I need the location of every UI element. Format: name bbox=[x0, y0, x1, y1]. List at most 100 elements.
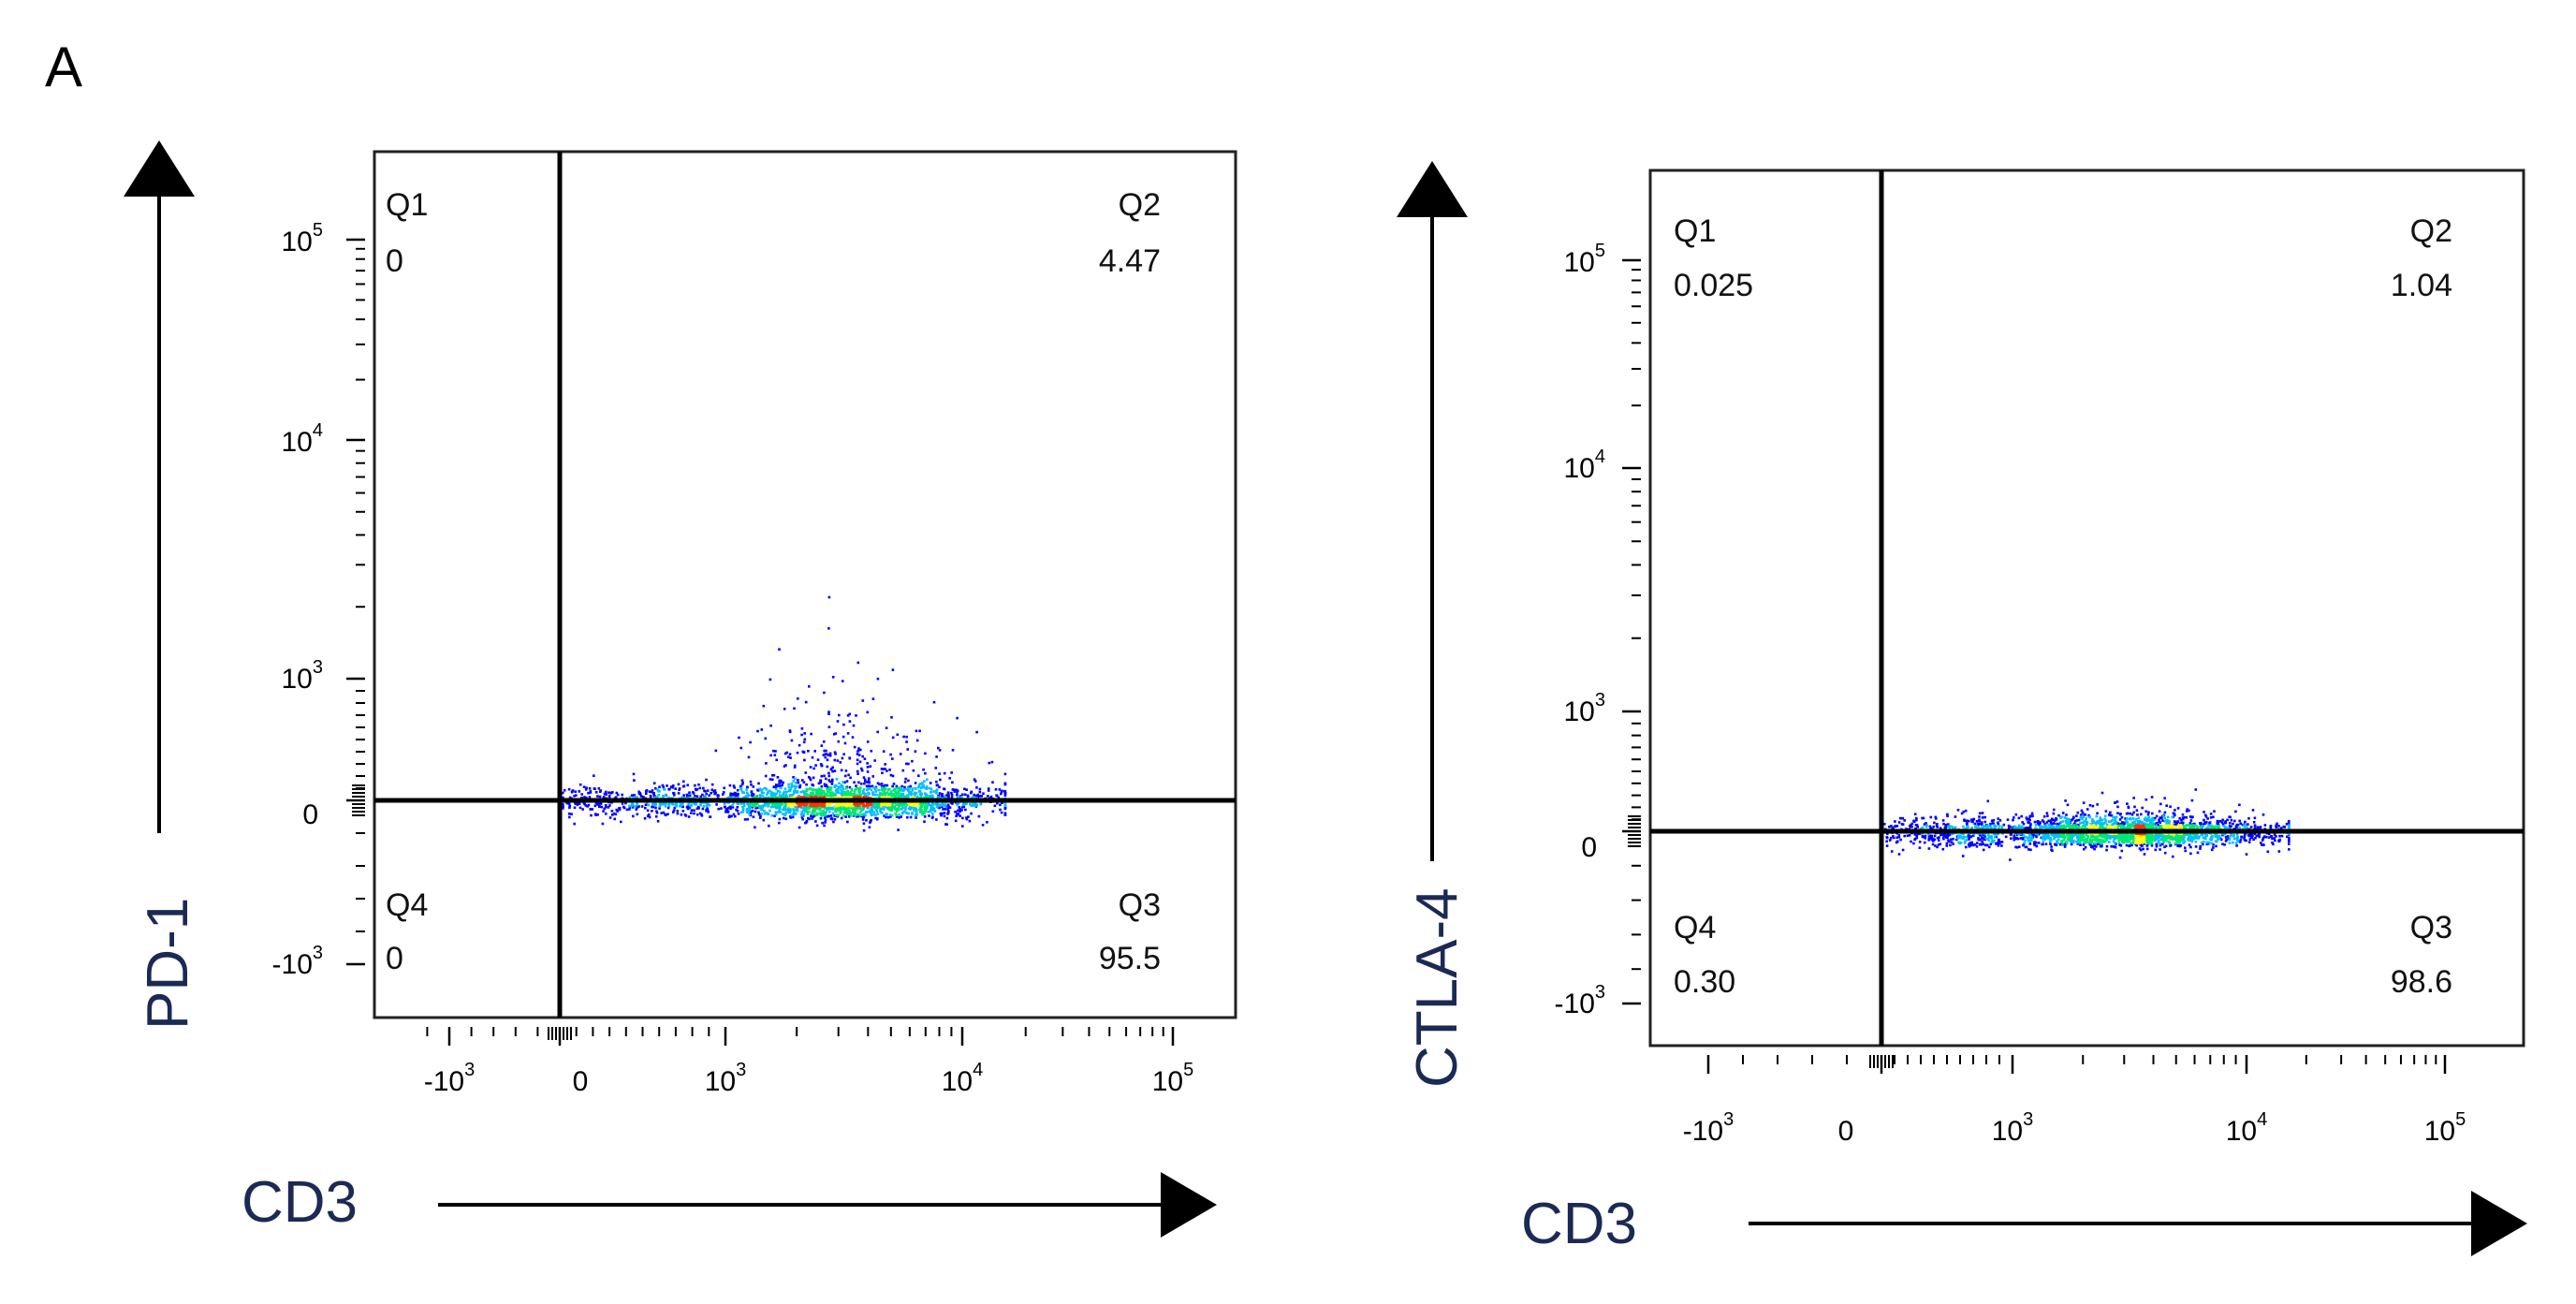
event-dot bbox=[1946, 836, 1949, 840]
event-dot bbox=[717, 807, 720, 811]
event-dot bbox=[2100, 841, 2102, 844]
event-dot bbox=[2141, 844, 2144, 847]
event-dot bbox=[866, 803, 870, 807]
event-dot bbox=[802, 813, 805, 815]
event-dot bbox=[2233, 819, 2236, 823]
event-dot bbox=[2064, 799, 2067, 802]
event-dot bbox=[830, 768, 833, 770]
event-dot bbox=[654, 796, 657, 799]
event-dot bbox=[880, 802, 883, 806]
event-dot bbox=[882, 796, 886, 799]
event-dot bbox=[797, 781, 800, 784]
event-dot bbox=[2062, 839, 2066, 842]
event-dot bbox=[2036, 820, 2039, 824]
event-dot bbox=[2119, 813, 2122, 815]
event-dot bbox=[778, 817, 782, 821]
event-dot bbox=[1898, 816, 1902, 820]
event-dot bbox=[2192, 826, 2195, 829]
event-dot bbox=[946, 791, 950, 795]
event-dot bbox=[1000, 792, 1003, 796]
event-dot bbox=[950, 771, 953, 774]
event-dot bbox=[1915, 818, 1918, 822]
event-dot bbox=[2014, 845, 2017, 849]
event-dot bbox=[2082, 801, 2086, 804]
event-dot bbox=[2177, 834, 2180, 838]
event-dot bbox=[2068, 822, 2071, 825]
event-dot bbox=[907, 762, 910, 766]
event-dot bbox=[895, 810, 899, 813]
event-dot bbox=[563, 789, 566, 792]
event-dot bbox=[776, 796, 779, 799]
event-dot bbox=[2079, 815, 2083, 818]
event-dot bbox=[2212, 815, 2215, 819]
event-dot bbox=[2224, 836, 2228, 839]
event-dot bbox=[613, 817, 616, 821]
event-dot bbox=[978, 787, 982, 791]
event-dot bbox=[785, 808, 789, 812]
event-dot bbox=[865, 802, 869, 805]
event-dot bbox=[835, 813, 838, 816]
event-dot bbox=[2099, 818, 2102, 822]
event-dot bbox=[1941, 847, 1945, 851]
event-dot bbox=[2132, 797, 2135, 799]
event-dot bbox=[2115, 837, 2119, 840]
event-dot bbox=[737, 796, 739, 799]
event-dot bbox=[2019, 837, 2023, 840]
event-dot bbox=[844, 774, 847, 778]
event-dot bbox=[2249, 836, 2253, 839]
event-dot bbox=[675, 805, 678, 808]
event-dot bbox=[2061, 833, 2065, 837]
event-dot bbox=[783, 813, 786, 816]
event-dot bbox=[804, 700, 808, 704]
event-dot bbox=[900, 788, 903, 791]
event-dot bbox=[915, 739, 919, 742]
event-dot bbox=[877, 788, 880, 792]
event-dot bbox=[790, 785, 794, 788]
event-dot bbox=[772, 749, 775, 753]
event-dot bbox=[2068, 836, 2071, 839]
event-dot bbox=[792, 792, 796, 796]
event-dot bbox=[917, 774, 920, 777]
event-dot bbox=[1962, 825, 1965, 828]
event-dot bbox=[907, 786, 910, 789]
event-dot bbox=[615, 791, 619, 795]
event-dot bbox=[991, 810, 995, 813]
event-dot bbox=[2125, 819, 2128, 823]
event-dot bbox=[886, 813, 888, 816]
event-dot bbox=[2174, 837, 2178, 840]
event-dot bbox=[2108, 836, 2112, 839]
event-dot bbox=[1913, 820, 1916, 824]
event-dot bbox=[2140, 813, 2143, 816]
event-dot bbox=[2028, 842, 2032, 845]
event-dot bbox=[861, 818, 865, 821]
event-dot bbox=[2161, 835, 2164, 838]
event-dot bbox=[2159, 816, 2162, 819]
event-dot bbox=[840, 810, 842, 813]
event-dot bbox=[836, 796, 840, 799]
event-dot bbox=[1885, 840, 1888, 843]
event-dot bbox=[768, 678, 772, 681]
event-dot bbox=[792, 813, 795, 815]
event-dot bbox=[2028, 815, 2031, 818]
event-dot bbox=[755, 796, 759, 799]
event-dot bbox=[891, 774, 895, 778]
event-dot bbox=[809, 806, 812, 809]
event-dot bbox=[2004, 835, 2008, 839]
event-dot bbox=[1000, 811, 1003, 814]
event-dot bbox=[594, 813, 597, 816]
event-dot bbox=[854, 808, 857, 812]
event-dot bbox=[771, 778, 774, 782]
event-dot bbox=[2135, 843, 2138, 847]
event-dot bbox=[2064, 816, 2068, 820]
event-dot bbox=[965, 788, 968, 791]
event-dot bbox=[1886, 832, 1889, 835]
event-dot bbox=[800, 733, 803, 737]
event-dot bbox=[970, 812, 973, 815]
event-dot bbox=[2235, 833, 2239, 836]
event-dot bbox=[665, 813, 667, 817]
x-axis-arrowhead bbox=[1161, 1172, 1217, 1238]
event-dot bbox=[1885, 844, 1889, 847]
event-dot bbox=[1990, 836, 1994, 840]
event-dot bbox=[2215, 844, 2217, 848]
event-dot bbox=[781, 784, 783, 786]
